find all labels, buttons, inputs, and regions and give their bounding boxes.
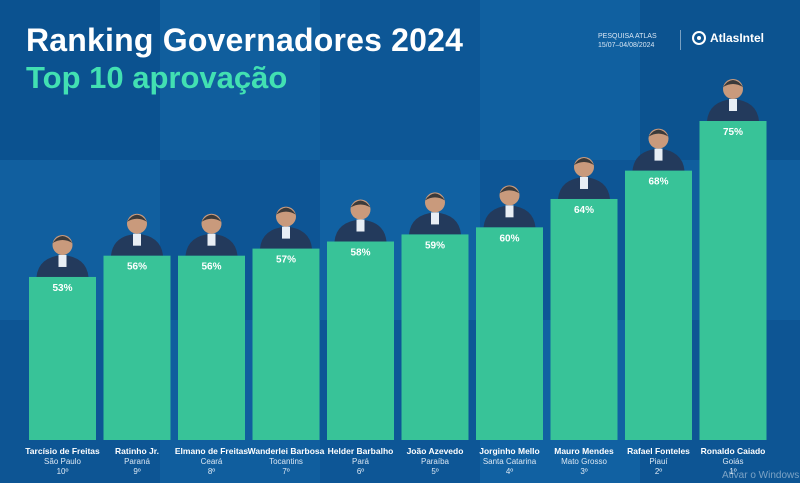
governor-state: Goiás [723, 457, 744, 466]
governor-rank: 4º [506, 467, 513, 476]
bar [699, 121, 767, 440]
bar-value-label: 58% [350, 248, 370, 259]
os-watermark: Ativar o Windows [722, 470, 800, 481]
bar [476, 227, 543, 440]
bar [252, 248, 320, 440]
governor-state: São Paulo [44, 457, 81, 466]
survey-source: PESQUISA ATLAS 15/07–04/08/2024 [598, 32, 657, 50]
portrait-hair [276, 207, 296, 215]
governor-rank: 6º [357, 467, 364, 476]
portrait-hair [723, 80, 743, 87]
portrait-shirt [58, 254, 67, 267]
bar-value-label: 56% [127, 262, 147, 273]
governor-name: Rafael Fonteles [627, 446, 690, 456]
bar-value-label: 60% [499, 233, 519, 244]
page-subtitle: Top 10 aprovação [26, 60, 288, 95]
governor-state: Piauí [649, 457, 668, 466]
portrait-shirt [207, 233, 216, 246]
governor-name: Mauro Mendes [554, 446, 614, 456]
portrait-hair [648, 129, 669, 137]
portrait-shirt [282, 226, 290, 239]
portrait-shirt [431, 212, 439, 225]
governor-rank: 2º [655, 467, 662, 476]
portrait-shirt [133, 233, 141, 246]
bar-value-label: 75% [723, 127, 743, 138]
portrait-hair [201, 214, 222, 222]
portrait-hair [127, 214, 147, 222]
portrait-shirt [505, 205, 514, 218]
governor-rank: 7º [282, 467, 289, 476]
bar-value-label: 53% [52, 283, 72, 294]
page-title: Ranking Governadores 2024 [26, 22, 464, 58]
bar [625, 170, 692, 440]
atlas-logo-icon [692, 31, 706, 45]
governor-state: Paraíba [421, 457, 450, 466]
governor-rank: 9º [133, 467, 140, 476]
portrait-hair [499, 186, 520, 194]
portrait-hair [350, 200, 371, 208]
governor-state: Mato Grosso [561, 457, 607, 466]
governor-rank: 5º [431, 467, 438, 476]
bar-value-label: 68% [648, 177, 668, 188]
governor-rank: 3º [580, 467, 587, 476]
governor-name: Ratinho Jr. [115, 446, 159, 456]
governor-state: Pará [352, 457, 369, 466]
brand-name: AtlasIntel [710, 31, 765, 45]
bar [550, 198, 618, 440]
bar [178, 255, 245, 440]
governor-name: Wanderlei Barbosa [248, 446, 325, 456]
brand-logo: AtlasIntel [692, 31, 764, 45]
governor-rank: 10º [57, 467, 69, 476]
bar-value-label: 57% [276, 255, 296, 266]
governor-rank: 8º [208, 467, 215, 476]
governor-name: Helder Barbalho [328, 446, 394, 456]
governor-state: Ceará [201, 457, 223, 466]
portrait-hair [425, 193, 445, 201]
portrait-shirt [654, 148, 663, 161]
governor-rank: 1º [729, 467, 736, 476]
survey-dates: 15/07–04/08/2024 [598, 42, 655, 49]
bar [327, 241, 394, 440]
portrait-hair [52, 235, 73, 243]
governor-state: Paraná [124, 457, 150, 466]
bar-value-label: 56% [201, 262, 221, 273]
governor-name: Tarcísio de Freitas [25, 446, 100, 456]
portrait-shirt [356, 219, 365, 232]
governor-state: Tocantins [269, 457, 303, 466]
survey-name: PESQUISA ATLAS [598, 33, 657, 40]
governor-name: Jorginho Mello [479, 446, 539, 456]
governor-name: Elmano de Freitas [175, 446, 248, 456]
bar [29, 276, 96, 440]
portrait-hair [574, 157, 594, 165]
governor-name: Ronaldo Caiado [701, 446, 766, 456]
governor-name: João Azevedo [407, 446, 464, 456]
bar [401, 234, 469, 440]
portrait-shirt [729, 99, 737, 111]
bar-value-label: 59% [425, 240, 445, 251]
bar-value-label: 64% [574, 205, 594, 216]
header-divider [680, 30, 681, 50]
bar [103, 255, 171, 440]
governor-state: Santa Catarina [483, 457, 537, 466]
portrait-shirt [580, 176, 588, 189]
